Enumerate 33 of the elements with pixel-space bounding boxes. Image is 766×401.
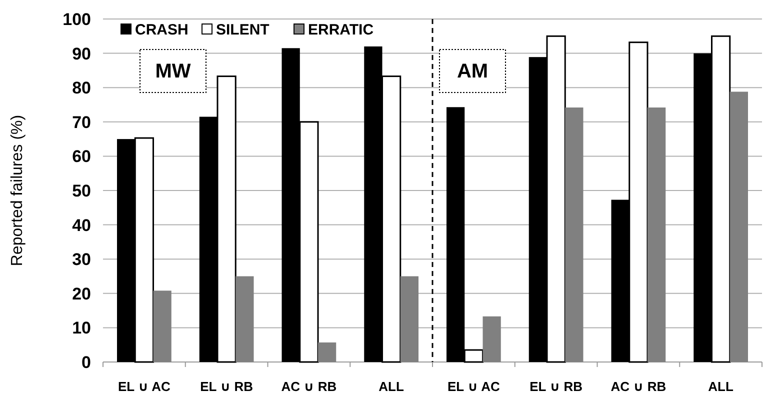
- x-tick-label: EL ∪ AC: [118, 379, 172, 394]
- y-tick-label: 70: [72, 112, 91, 132]
- bar: [648, 107, 666, 362]
- y-tick-label: 20: [72, 284, 91, 304]
- y-tick-label: 40: [72, 216, 91, 235]
- bar: [482, 316, 501, 362]
- bar: [565, 107, 584, 362]
- annotation: AM: [456, 60, 488, 82]
- y-tick-label: 100: [62, 10, 91, 29]
- y-tick-label: 60: [72, 147, 91, 166]
- x-tick-label: ALL: [708, 379, 734, 394]
- x-tick-label: AC ∪ RB: [610, 379, 666, 394]
- bar: [730, 92, 748, 362]
- legend-label: ERRATIC: [308, 21, 374, 38]
- x-tick-label: EL ∪ RB: [200, 379, 254, 394]
- y-tick-label: 30: [72, 250, 91, 270]
- y-tick-label: 90: [72, 44, 91, 64]
- x-tick-label: EL ∪ AC: [447, 379, 501, 394]
- bar: [400, 276, 418, 362]
- legend-label: SILENT: [216, 21, 270, 38]
- bar: [318, 342, 336, 362]
- y-tick-label: 10: [72, 318, 91, 338]
- y-axis-title: Reported failures (%): [9, 114, 26, 266]
- legend-label: CRASH: [135, 21, 188, 38]
- x-tick-label: AC ∪ RB: [281, 379, 337, 394]
- y-tick-label: 50: [72, 181, 91, 200]
- annotation: MW: [155, 60, 191, 82]
- y-tick-label: 80: [72, 78, 91, 98]
- x-tick-label: EL ∪ RB: [530, 379, 583, 394]
- bar: [236, 276, 254, 362]
- x-tick-label: ALL: [378, 379, 404, 394]
- y-tick-label: 0: [82, 352, 91, 372]
- bar: [153, 290, 172, 362]
